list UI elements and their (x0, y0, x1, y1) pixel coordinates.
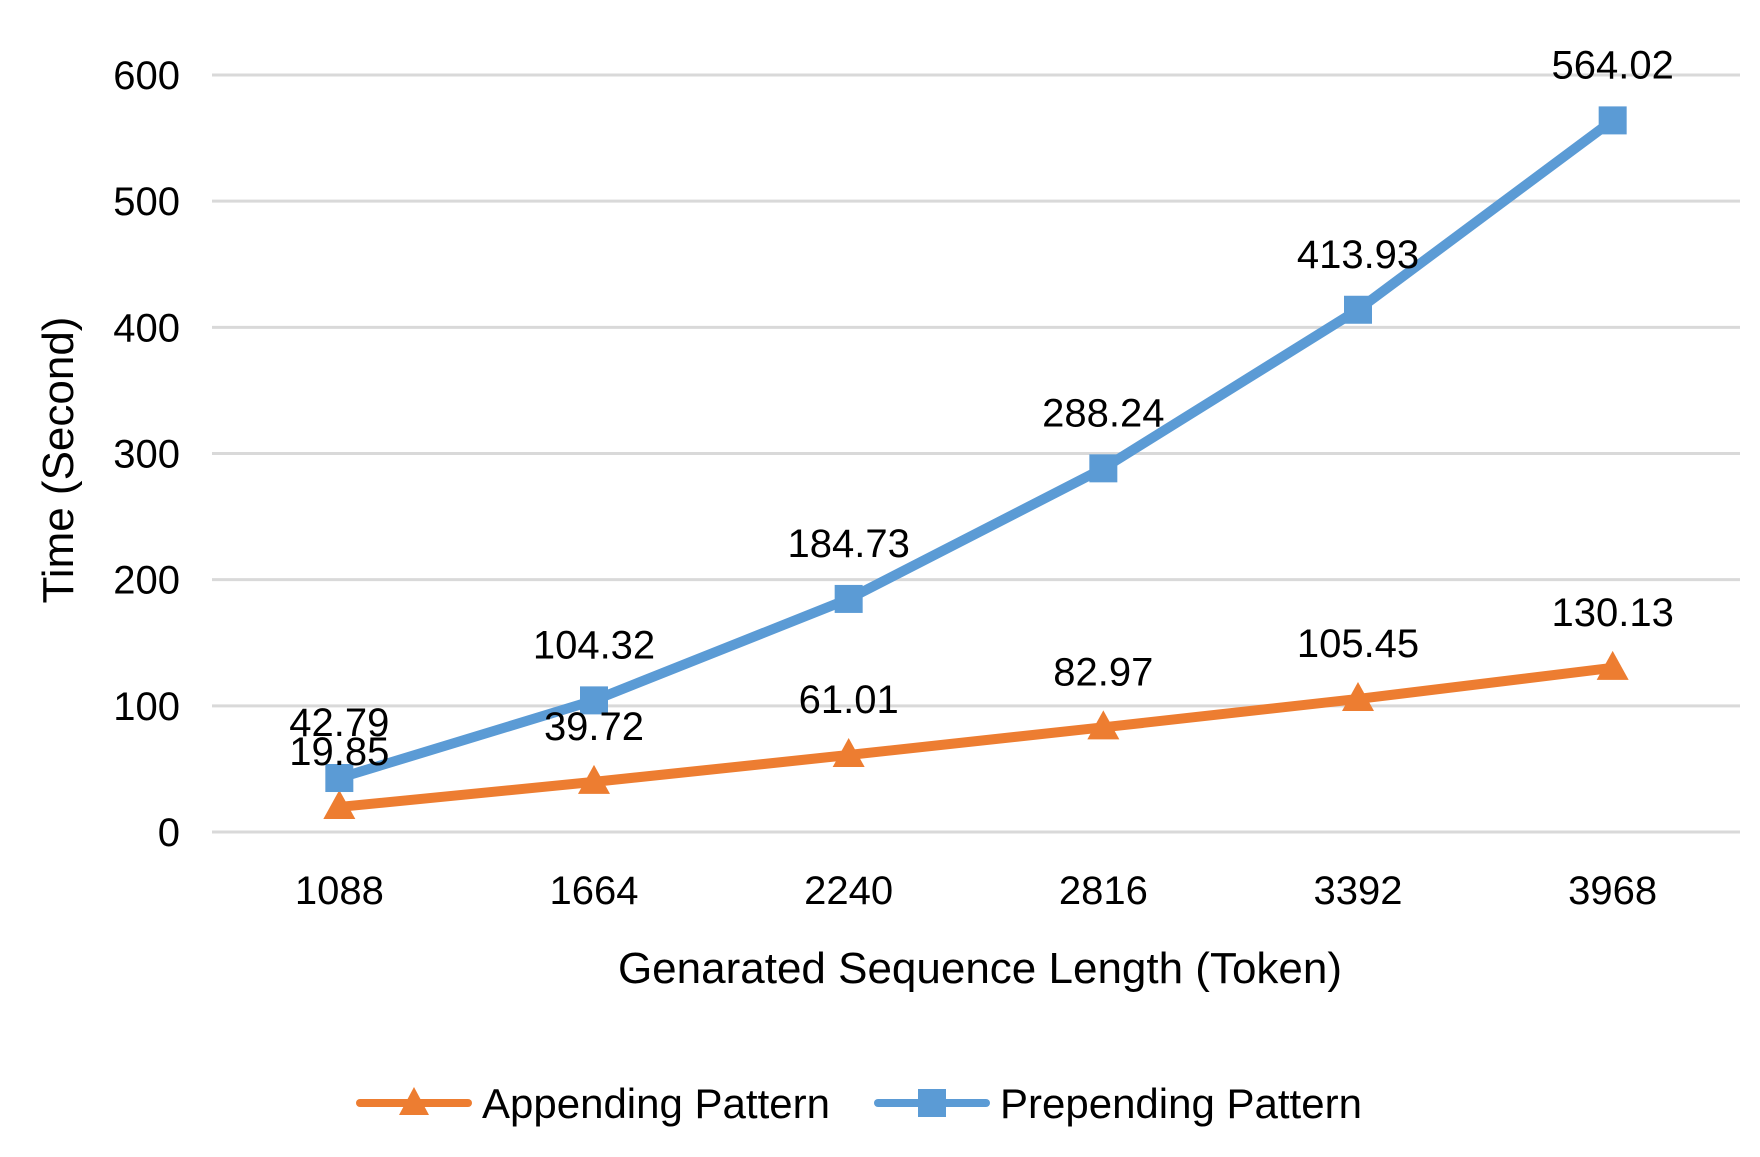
data-label-prepending-3968: 564.02 (1551, 43, 1673, 87)
y-tick-label-600: 600 (113, 54, 180, 98)
y-axis-title: Time (Second) (34, 317, 83, 604)
data-label-appending-1664: 39.72 (544, 705, 644, 749)
data-label-appending-3968: 130.13 (1551, 591, 1673, 635)
y-tick-label-0: 0 (158, 811, 180, 855)
data-label-appending-2240: 61.01 (799, 678, 899, 722)
legend-swatch-prepending-square (918, 1089, 946, 1117)
marker-appending-3392 (1342, 681, 1374, 711)
series-line-prepending (334, 115, 1618, 784)
data-label-prepending-2816: 288.24 (1042, 391, 1164, 435)
marker-appending-3968 (1596, 650, 1629, 680)
y-tick-label-300: 300 (113, 433, 180, 477)
x-axis-title: Genarated Sequence Length (Token) (618, 944, 1342, 993)
legend-item-appending: Appending Pattern (356, 1080, 830, 1127)
data-label-appending-3392: 105.45 (1297, 622, 1419, 666)
data-label-appending-2816: 82.97 (1053, 650, 1153, 694)
marker-prepending-1664 (580, 686, 608, 715)
x-tick-label-1664: 1664 (550, 869, 639, 913)
legend-swatch-appending-triangle (399, 1087, 429, 1115)
legend: Appending Pattern Prepending Pattern (356, 1080, 1362, 1127)
marker-appending-1088 (323, 789, 356, 819)
x-tick-label-2240: 2240 (804, 869, 893, 913)
data-label-prepending-1088: 42.79 (289, 701, 389, 745)
y-axis-ticks: 0 100 200 300 400 500 600 (113, 54, 180, 855)
data-labels: 19.85 39.72 61.01 82.97 105.45 130.13 42.79 104… (289, 43, 1674, 774)
marker-appending-2816 (1087, 710, 1120, 740)
marker-appending-2240 (832, 738, 865, 768)
marker-prepending-3968 (1598, 106, 1627, 135)
legend-label-prepending: Prepending Pattern (1000, 1080, 1362, 1127)
marker-prepending-2240 (834, 584, 863, 613)
legend-item-prepending: Prepending Pattern (874, 1080, 1362, 1127)
series-markers (323, 106, 1629, 819)
x-tick-label-3968: 3968 (1568, 869, 1657, 913)
y-tick-label-400: 400 (113, 306, 180, 350)
series-lines (334, 115, 1618, 812)
data-label-prepending-1664: 104.32 (533, 623, 655, 667)
x-tick-label-3392: 3392 (1314, 869, 1403, 913)
marker-prepending-3392 (1344, 295, 1372, 324)
x-tick-label-1088: 1088 (295, 869, 384, 913)
marker-prepending-1088 (325, 764, 354, 793)
y-tick-label-200: 200 (113, 559, 180, 603)
data-label-appending-1088: 19.85 (289, 730, 389, 774)
x-axis-ticks: 1088 1664 2240 2816 3392 3968 (295, 869, 1657, 913)
gridlines (212, 73, 1740, 834)
y-tick-label-100: 100 (113, 685, 180, 729)
data-label-prepending-3392: 413.93 (1297, 233, 1419, 277)
y-tick-label-500: 500 (113, 180, 180, 224)
series-line-appending (334, 662, 1618, 812)
data-label-prepending-2240: 184.73 (787, 522, 909, 566)
legend-label-appending: Appending Pattern (482, 1080, 830, 1127)
marker-appending-1664 (578, 764, 610, 794)
marker-prepending-2816 (1089, 454, 1118, 483)
x-tick-label-2816: 2816 (1059, 869, 1148, 913)
